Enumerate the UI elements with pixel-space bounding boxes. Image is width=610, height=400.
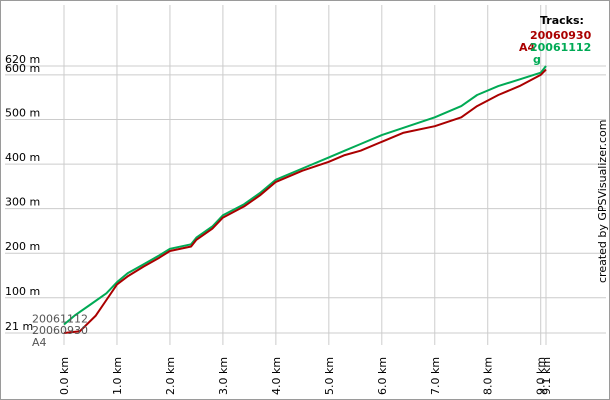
x-tick-label: 1.0 km [111, 357, 124, 395]
x-tick-label: 9.1 km [540, 357, 553, 395]
x-tick-label: 0.0 km [58, 357, 71, 395]
x-tick-label: 7.0 km [429, 357, 442, 395]
series-line-20061112 [63, 65, 547, 326]
legend-entry-20060930: 20060930 [530, 29, 592, 42]
legend-entry-20061112: 20061112 [530, 41, 591, 54]
track-end-label: A4 [32, 336, 47, 349]
y-tick-label: 300 m [5, 196, 40, 209]
x-tick-label: 8.0 km [482, 357, 495, 395]
grid [5, 5, 606, 345]
track-end-label: A4 [519, 41, 536, 54]
credit-text: created by GPSVisualizer.com [596, 120, 609, 283]
x-tick-label: 3.0 km [217, 357, 230, 395]
y-tick-label: 200 m [5, 240, 40, 253]
x-axis-ticks: 0.0 km 1.0 km 2.0 km 3.0 km 4.0 km 5.0 km 6.0 … [58, 357, 553, 395]
y-tick-label: 500 m [5, 106, 40, 119]
x-tick-label: 5.0 km [323, 357, 336, 395]
legend-title: Tracks: [540, 14, 584, 27]
y-tick-label: 400 m [5, 151, 40, 164]
track-start-label: 20061112 [32, 313, 88, 326]
x-tick-label: 9.0 km [535, 357, 548, 395]
track-end-label: g [533, 53, 541, 66]
series-line-20060930 [63, 68, 547, 334]
y-tick-label: 100 m [5, 285, 40, 298]
y-tick-label: 600 m [5, 62, 40, 75]
y-tick-label: 21 m [5, 320, 33, 333]
y-tick-label: 620 m [5, 53, 40, 66]
x-tick-label: 4.0 km [270, 357, 283, 395]
x-tick-label: 6.0 km [376, 357, 389, 395]
series-lines [63, 65, 547, 334]
track-start-label: 20060930 [32, 324, 88, 337]
x-tick-label: 2.0 km [164, 357, 177, 395]
